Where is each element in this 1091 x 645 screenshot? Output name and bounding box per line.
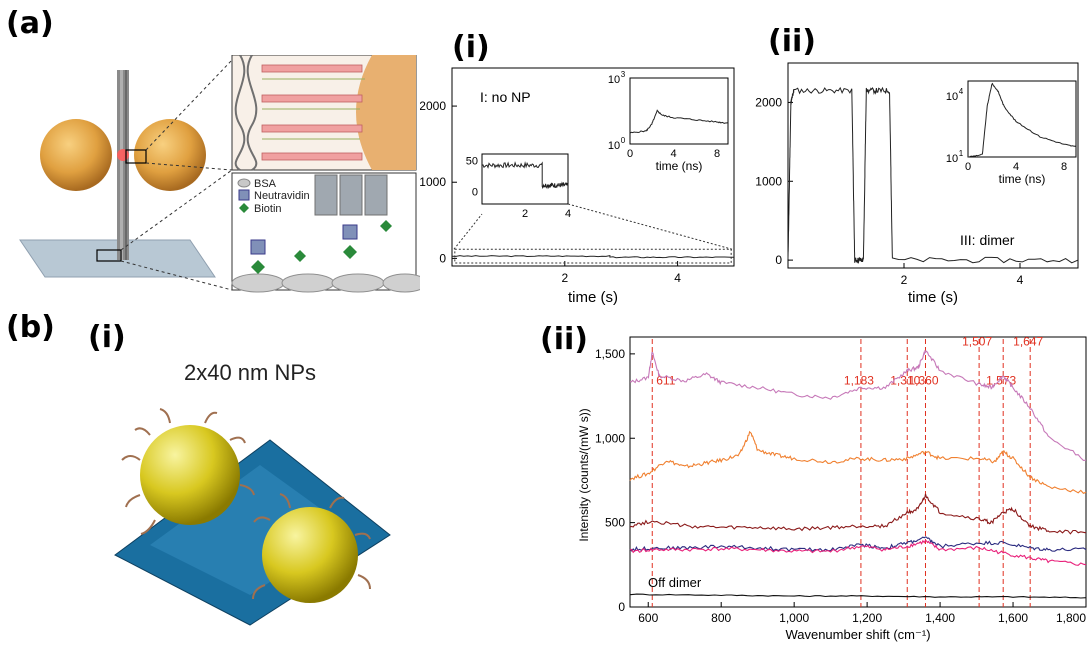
spectrum-series-2 [629,430,1087,494]
schematic-a: BSA Neutravidin Biotin [19,55,420,293]
spectrum-series-4 [629,536,1087,553]
zoom-y-tick-label: 50 [466,155,478,167]
x-tick-label: 800 [711,611,731,625]
peak-label: 1,507 [962,334,992,348]
legend-biotin: Biotin [254,203,282,215]
plot-frame [629,336,1087,608]
decay-y-tick-exponent: 1 [959,149,964,158]
panel-label-a-i: (i) [452,30,490,65]
spectrum-series-5 [629,539,1087,566]
x-axis-label: Wavenumber shift (cm⁻¹) [785,627,930,642]
decay-y-tick-label: 10 [608,74,620,86]
decay-x-tick-label: 4 [670,148,676,160]
x-tick-label: 2 [561,271,568,285]
decay-x-tick-label: 4 [1013,161,1019,173]
panel-label-b-i: (i) [88,320,126,355]
peak-label: 1,360 [908,373,938,387]
zoom-y-tick-label: 0 [472,187,478,199]
legend-neutravidin: Neutravidin [254,190,310,202]
y-tick-label: 0 [618,600,625,614]
y-tick-label: 0 [439,251,446,265]
y-tick-label: 1000 [420,175,446,189]
peak-label: 1,310 [890,373,920,387]
panel-label-b: (b) [6,310,55,345]
x-axis-label: time (s) [568,289,618,306]
annotation-off-dimer: Off dimer [648,575,702,590]
spectrum-series-3 [629,493,1087,535]
decay-x-label: time (ns) [999,172,1046,186]
bsa-legend-icon [237,178,251,188]
x-tick-label: 2 [901,273,908,287]
y-tick-label: 1,000 [595,431,625,445]
y-tick-label: 2000 [420,99,446,113]
trace-dimer [787,86,1079,265]
decay-trace [967,82,1077,158]
y-tick-label: 500 [605,516,625,530]
biotin-legend-icon [239,203,249,213]
np-right [262,507,358,603]
schematic-b: 2x40 nm NPs [114,360,391,626]
y-tick-label: 1,500 [595,347,625,361]
decay-trace [629,109,729,134]
annotation-dimer: III: dimer [960,232,1015,248]
peak-label: 1,647 [1013,334,1043,348]
np-surface [356,55,416,170]
decay-inset-frame [629,77,729,145]
spectrum-series-1 [629,350,1087,461]
zoom-window [454,248,732,264]
decay-y-tick-label: 10 [608,140,620,152]
hotspot-glow [117,149,129,161]
annotation-no-np: I: no NP [480,89,531,105]
legend-bsa: BSA [254,178,277,190]
trace-no-np [451,254,734,259]
decay-y-tick-label: 10 [946,91,958,103]
plot-frame [451,67,735,267]
y-axis-label: Intensity (counts/(mW s)) [577,408,591,541]
panel-label-a: (a) [6,6,54,41]
zoom-trace [481,161,569,190]
y-tick-label: 1000 [755,174,782,188]
chart-b-ii: 0 500 1,000 1,500 600 800 1,000 1,200 1,400 1,600… [577,334,1087,642]
x-tick-label: 1,000 [779,611,809,625]
gold-nanoparticle-left [40,119,112,191]
x-tick-label: 1,200 [852,611,882,625]
x-tick-label: 1,400 [925,611,955,625]
np-left [140,425,240,525]
decay-x-tick-label: 0 [965,161,971,173]
peak-label: 1,183 [844,373,874,387]
decay-y-tick-label: 10 [946,153,958,165]
x-tick-label: 1,800 [1056,611,1086,625]
zoom-x-tick-label: 2 [522,208,528,220]
neutravidin-legend-icon [238,189,250,201]
decay-x-tick-label: 8 [714,148,720,160]
plot-frame [787,62,1079,269]
peak-label: 611 [656,373,675,387]
x-tick-label: 4 [674,271,681,285]
decay-inset-frame [967,80,1077,158]
panel-label-b-ii: (ii) [540,322,588,357]
decay-y-tick-exponent: 4 [959,87,964,96]
decay-x-tick-label: 8 [1061,161,1067,173]
y-tick-label: 0 [775,253,782,267]
x-tick-label: 4 [1017,273,1024,287]
schematic-b-title: 2x40 nm NPs [184,360,316,385]
chart-a-i: 0 1000 2000 2 4 I: no NP time (s) 0 50 2 4 0 4 8 1… [420,67,735,306]
panel-label-a-ii: (ii) [768,24,816,59]
decay-x-tick-label: 0 [627,148,633,160]
x-tick-label: 600 [638,611,658,625]
x-tick-label: 1,600 [998,611,1028,625]
spectrum-series-6 [629,593,1087,599]
decay-x-label: time (ns) [656,159,703,173]
y-tick-label: 2000 [755,95,782,109]
gold-nanoparticle-right [134,119,206,191]
x-axis-label: time (s) [908,289,958,306]
decay-y-tick-exponent: 0 [621,136,626,145]
zoom-x-tick-label: 4 [565,208,571,220]
decay-y-tick-exponent: 3 [621,70,626,79]
